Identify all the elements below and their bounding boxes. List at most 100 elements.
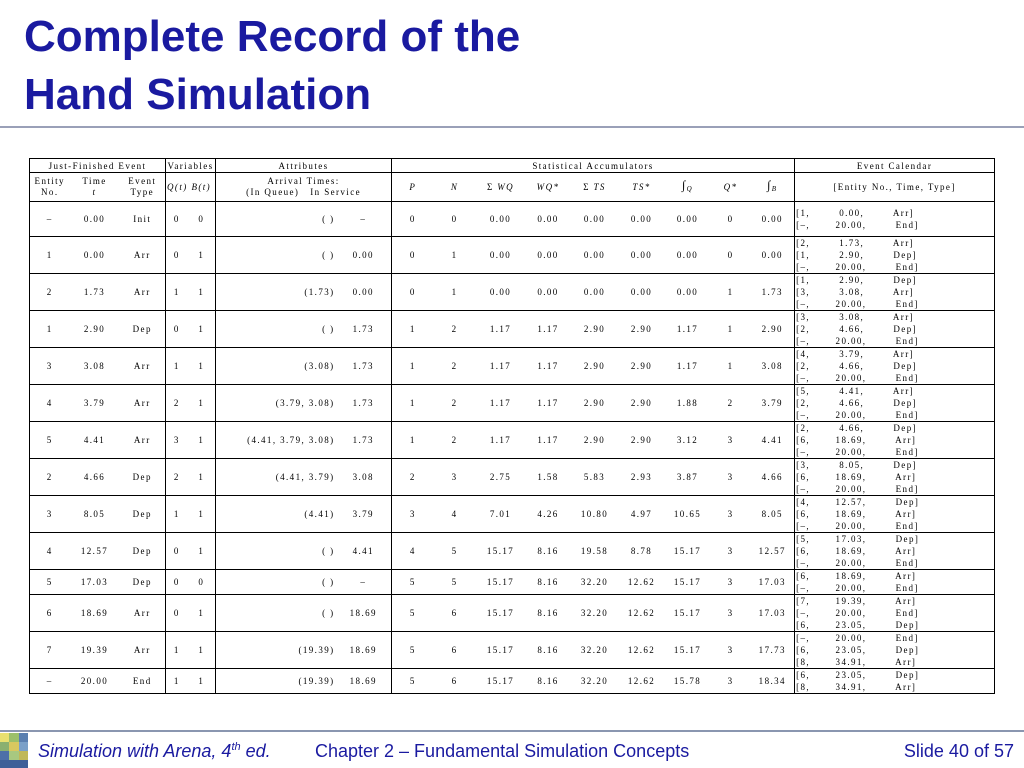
- cell-b-t: 1: [187, 310, 217, 348]
- cell-in-service: –: [335, 569, 393, 595]
- cell-q-t: 0: [165, 532, 188, 570]
- cell-q-star: 0: [710, 236, 751, 274]
- cell-sum-ts: 0.00: [570, 201, 619, 237]
- cell-q-star: 1: [710, 310, 751, 348]
- footer-chapter: Chapter 2 – Fundamental Simulation Conce…: [315, 741, 690, 761]
- cell-integral-b: 17.03: [750, 594, 796, 632]
- cell-q-star: 2: [710, 384, 751, 422]
- cell-event-type: Arr: [119, 421, 167, 459]
- cell-b-t: 1: [187, 384, 217, 422]
- cell-entity: 4: [29, 532, 70, 570]
- cell-integral-b: 8.05: [750, 495, 796, 533]
- cell-sum-ts: 0.00: [570, 236, 619, 274]
- cell-q-star: 3: [710, 569, 751, 595]
- cell-q-t: 0: [165, 236, 188, 274]
- cell-q-star: 3: [710, 495, 751, 533]
- cell-b-t: 1: [187, 421, 217, 459]
- cell-event-type: Dep: [119, 569, 167, 595]
- cell-event-calendar: [4, 12.57, Dep] [6, 18.69, Arr] [–, 20.00,…: [794, 495, 996, 533]
- calendar-entry: [8, 34.91, Arr]: [796, 682, 917, 692]
- calendar-entry: [6, 18.69, Arr]: [796, 546, 917, 556]
- cell-in-service: 0.00: [335, 236, 393, 274]
- cell-event-type: Arr: [119, 594, 167, 632]
- cell-event-type: Arr: [119, 631, 167, 669]
- cell-event-type: Arr: [119, 236, 167, 274]
- cell-integral-b: 3.08: [750, 347, 796, 385]
- cell-wq-star: 8.16: [525, 668, 571, 694]
- cell-integral-q: 1.88: [664, 384, 711, 422]
- cell-queue: ( ): [215, 201, 336, 237]
- cell-event-type: Dep: [119, 495, 167, 533]
- cell-queue: ( ): [215, 310, 336, 348]
- cell-event-type: Arr: [119, 384, 167, 422]
- cell-event-calendar: [6, 18.69, Arr] [–, 20.00, End]: [794, 569, 996, 595]
- cell-n: 2: [433, 421, 476, 459]
- calendar-entry: [2, 4.66, Dep]: [796, 361, 918, 371]
- cell-queue: (4.41, 3.79): [215, 458, 336, 496]
- cell-b-t: 1: [187, 236, 217, 274]
- col-ts-star: TS*: [618, 172, 665, 202]
- cell-event-type: Dep: [119, 458, 167, 496]
- cell-wq-star: 0.00: [525, 201, 571, 237]
- calendar-entry: [2, 4.66, Dep]: [796, 324, 918, 334]
- cell-time: 2.90: [69, 310, 120, 348]
- cell-entity: 5: [29, 421, 70, 459]
- col-entity-no: Entity No.: [29, 172, 70, 202]
- cell-in-service: –: [335, 201, 393, 237]
- cell-event-calendar: [6, 23.05, Dep] [8, 34.91, Arr]: [794, 668, 996, 694]
- cell-event-calendar: [–, 20.00, End] [6, 23.05, Dep] [8, 34.91,…: [794, 631, 996, 669]
- cell-n: 1: [433, 273, 476, 311]
- cell-sum-wq: 15.17: [475, 594, 526, 632]
- cell-entity: 6: [29, 594, 70, 632]
- table-row: 7 19.39 Arr 1 1 (19.39) 18.69 5 6 15.17 8.16 32.20 1…: [29, 631, 996, 669]
- cell-ts-star: 0.00: [618, 236, 665, 274]
- cell-ts-star: 2.90: [618, 384, 665, 422]
- cell-time: 17.03: [69, 569, 120, 595]
- calendar-entry: [–, 20.00, End]: [796, 633, 919, 643]
- calendar-entry: [1, 2.90, Dep]: [796, 250, 918, 260]
- cell-sum-ts: 10.80: [570, 495, 619, 533]
- cell-q-star: 0: [710, 201, 751, 237]
- cell-event-type: Dep: [119, 532, 167, 570]
- calendar-entry: [5, 4.41, Arr]: [796, 386, 915, 396]
- cell-sum-ts: 32.20: [570, 668, 619, 694]
- cell-wq-star: 1.17: [525, 384, 571, 422]
- cell-event-type: Init: [119, 201, 167, 237]
- cell-n: 1: [433, 236, 476, 274]
- cell-integral-q: 0.00: [664, 236, 711, 274]
- cell-p: 0: [391, 236, 434, 274]
- cell-event-type: Arr: [119, 273, 167, 311]
- cell-integral-q: 1.17: [664, 310, 711, 348]
- cell-b-t: 1: [187, 458, 217, 496]
- group-event-calendar: Event Calendar: [794, 158, 996, 173]
- cell-integral-b: 17.73: [750, 631, 796, 669]
- calendar-entry: [6, 18.69, Arr]: [796, 435, 917, 445]
- cell-b-t: 0: [187, 201, 217, 237]
- col-q-t: Q(t): [165, 172, 188, 202]
- cell-n: 4: [433, 495, 476, 533]
- cell-wq-star: 8.16: [525, 532, 571, 570]
- cell-in-service: 1.73: [335, 347, 393, 385]
- calendar-entry: [1, 2.90, Dep]: [796, 275, 918, 285]
- cell-event-type: End: [119, 668, 167, 694]
- cell-sum-wq: 15.17: [475, 668, 526, 694]
- cell-p: 5: [391, 668, 434, 694]
- cell-integral-b: 0.00: [750, 201, 796, 237]
- cell-n: 0: [433, 201, 476, 237]
- cell-q-star: 3: [710, 421, 751, 459]
- cell-integral-q: 15.78: [664, 668, 711, 694]
- cell-integral-q: 15.17: [664, 569, 711, 595]
- cell-p: 1: [391, 347, 434, 385]
- calendar-entry: [8, 34.91, Arr]: [796, 657, 917, 667]
- cell-integral-q: 3.12: [664, 421, 711, 459]
- cell-wq-star: 1.17: [525, 421, 571, 459]
- calendar-entry: [3, 3.08, Arr]: [796, 287, 915, 297]
- cell-wq-star: 4.26: [525, 495, 571, 533]
- cell-integral-b: 17.03: [750, 569, 796, 595]
- cell-sum-wq: 15.17: [475, 569, 526, 595]
- table-row: 6 18.69 Arr 0 1( ) 18.69 5 6 15.17 8.16 32.20 12.62…: [29, 594, 996, 632]
- cell-integral-b: 1.73: [750, 273, 796, 311]
- calendar-entry: [–, 20.00, End]: [796, 558, 919, 568]
- cell-q-t: 0: [165, 310, 188, 348]
- table-row: 4 3.79 Arr 2 1 (3.79, 3.08) 1.73 1 2 1.17 1.17 2.90…: [29, 384, 996, 422]
